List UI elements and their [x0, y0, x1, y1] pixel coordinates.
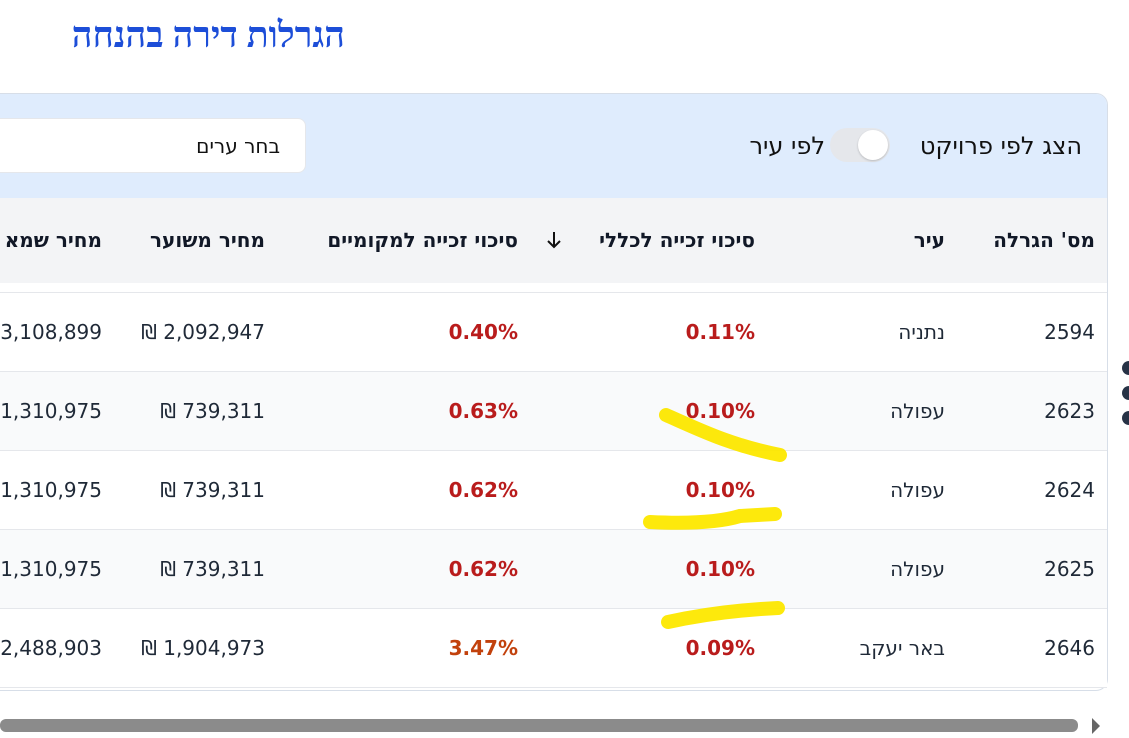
- table-cell: 0.09%: [685, 636, 755, 660]
- scrollbar-thumb[interactable]: [0, 719, 1078, 732]
- table-cell: 0.62%: [448, 478, 518, 502]
- column-header: מחיר משוער: [150, 228, 265, 252]
- table-cell: 0.10%: [685, 557, 755, 581]
- column-header: סיכוי זכייה למקומיים: [327, 228, 518, 252]
- table-bottom-border: [0, 687, 1107, 688]
- table-cell: 2,488,903: [0, 636, 102, 660]
- table-cell: 1,310,975: [0, 399, 102, 423]
- toggle-knob: [858, 130, 888, 160]
- table-cell: 0.63%: [448, 399, 518, 423]
- table-cell: ₪ 739,311: [160, 478, 265, 502]
- column-header: מחיר שמא: [4, 228, 102, 252]
- toggle[interactable]: [830, 128, 890, 162]
- table-cell: 0.10%: [685, 399, 755, 423]
- table-cell: 1,310,975: [0, 557, 102, 581]
- table-cell: ₪ 2,092,947: [141, 320, 265, 344]
- table-cell: 0.62%: [448, 557, 518, 581]
- more-dots[interactable]: [1122, 361, 1129, 425]
- table-cell: ₪ 739,311: [160, 557, 265, 581]
- sort-icon[interactable]: [545, 230, 563, 250]
- table-cell: באר יעקב: [859, 636, 945, 660]
- table-cell: 0.40%: [448, 320, 518, 344]
- table-cell: 2625: [1044, 557, 1095, 581]
- toggle-label[interactable]: הצג לפי פרויקט: [919, 132, 1082, 160]
- table-cell: 3,108,899: [0, 320, 102, 344]
- city-select[interactable]: [0, 118, 306, 173]
- city-select-text[interactable]: בחר ערים: [196, 134, 280, 158]
- table-cell: עפולה: [890, 399, 945, 423]
- table-cell: 1,310,975: [0, 478, 102, 502]
- page-title: הגרלות דירה בהנחה: [71, 15, 345, 55]
- table-cell: עפולה: [890, 478, 945, 502]
- table-cell: 2623: [1044, 399, 1095, 423]
- column-header: עיר: [913, 228, 945, 252]
- table-cell: עפולה: [890, 557, 945, 581]
- table-row: [0, 292, 1107, 372]
- column-header: מס' הגרלה: [993, 228, 1095, 252]
- table-cell: 0.10%: [685, 478, 755, 502]
- table-cell: ₪ 1,904,973: [141, 636, 265, 660]
- table-cell: נתניה: [898, 320, 945, 344]
- table-row: [0, 529, 1107, 609]
- table-cell: 2646: [1044, 636, 1095, 660]
- table-cell: 0.11%: [685, 320, 755, 344]
- table-row: [0, 371, 1107, 451]
- table-cell: 3.47%: [448, 636, 518, 660]
- toggle-alt-label[interactable]: לפי עיר: [749, 132, 825, 160]
- table-row: [0, 608, 1107, 688]
- table-row: [0, 450, 1107, 530]
- table-cell: 2624: [1044, 478, 1095, 502]
- scroll-arrow[interactable]: [1092, 718, 1100, 734]
- table-cell: ₪ 739,311: [160, 399, 265, 423]
- column-header: סיכוי זכייה לכללי: [599, 228, 755, 252]
- table-cell: 2594: [1044, 320, 1095, 344]
